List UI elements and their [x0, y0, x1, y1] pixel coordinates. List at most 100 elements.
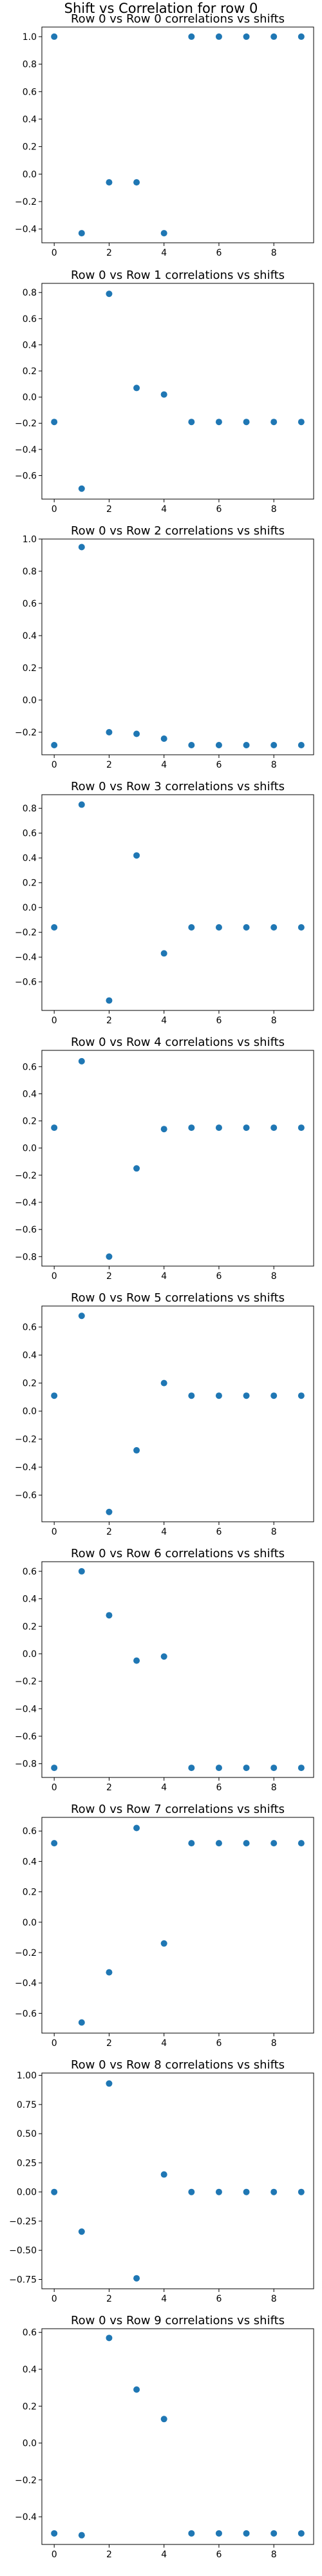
- data-point: [298, 1392, 305, 1399]
- data-point: [160, 1379, 167, 1387]
- data-point: [106, 1508, 113, 1515]
- data-point: [106, 1612, 113, 1619]
- data-point: [243, 419, 250, 426]
- subplot-title: Row 0 vs Row 1 correlations vs shifts: [71, 269, 285, 282]
- axes-frame: [41, 794, 314, 1011]
- y-tick-label: −0.2: [15, 1171, 37, 1181]
- y-tick-label: −0.2: [15, 1677, 37, 1687]
- x-tick-label: 0: [52, 2550, 57, 2560]
- data-point: [298, 2530, 305, 2537]
- x-tick-label: 4: [161, 1527, 167, 1537]
- y-tick-label: −0.4: [15, 1978, 37, 1989]
- x-tick-label: 2: [106, 248, 112, 258]
- data-point: [78, 485, 85, 492]
- y-tick-label: 1.00: [17, 2071, 37, 2081]
- y-tick-label: 0.75: [17, 2100, 37, 2110]
- y-tick-label: 0.6: [23, 599, 37, 609]
- y-tick-label: 0.6: [23, 1826, 37, 1837]
- data-point: [133, 1447, 140, 1454]
- y-tick-label: −0.4: [15, 2512, 37, 2523]
- x-tick-label: 2: [106, 1271, 112, 1282]
- data-point: [51, 1124, 58, 1132]
- data-point: [160, 1940, 167, 1947]
- data-point: [243, 1840, 250, 1847]
- axes-frame: [41, 26, 314, 243]
- data-point: [133, 1657, 140, 1664]
- x-tick-label: 0: [52, 2038, 57, 2049]
- y-tick-label: 0.4: [23, 1595, 37, 1605]
- y-tick-label: −0.50: [9, 2246, 37, 2256]
- y-tick-label: 0.6: [23, 1062, 37, 1072]
- data-point: [106, 1969, 113, 1976]
- y-tick-label: −0.4: [15, 952, 37, 963]
- x-tick-label: 4: [161, 760, 167, 770]
- data-point: [160, 735, 167, 742]
- data-point: [78, 2228, 85, 2235]
- x-tick-label: 4: [161, 248, 167, 258]
- subplot-0: Row 0 vs Row 0 correlations vs shifts −0.…: [15, 12, 314, 258]
- y-tick-label: 0.4: [23, 853, 37, 864]
- data-point: [160, 230, 167, 237]
- data-point: [188, 2188, 195, 2195]
- subplot-title: Row 0 vs Row 3 correlations vs shifts: [71, 780, 285, 793]
- data-point: [106, 179, 113, 186]
- x-tick-label: 8: [271, 2550, 277, 2560]
- y-tick-label: −0.4: [15, 1704, 37, 1714]
- data-point: [298, 2188, 305, 2195]
- data-point: [133, 384, 140, 392]
- x-tick-label: 6: [216, 2294, 222, 2304]
- y-tick-label: 0.0: [23, 1918, 37, 1928]
- y-tick-label: 0.2: [23, 663, 37, 674]
- data-point: [51, 742, 58, 748]
- data-point: [78, 801, 85, 808]
- data-point: [133, 852, 140, 859]
- x-tick-label: 4: [161, 504, 167, 515]
- subplot-title: Row 0 vs Row 8 correlations vs shifts: [71, 2058, 285, 2072]
- data-point: [215, 1392, 222, 1399]
- y-tick-label: 0.0: [23, 1406, 37, 1417]
- y-tick-label: 0.25: [17, 2158, 37, 2168]
- data-point: [243, 1124, 250, 1132]
- data-point: [298, 419, 305, 426]
- data-point: [298, 1765, 305, 1772]
- data-point: [51, 924, 58, 931]
- y-tick-label: −0.2: [15, 197, 37, 207]
- data-point: [133, 1165, 140, 1172]
- data-point: [133, 2275, 140, 2282]
- x-tick-label: 2: [106, 2294, 112, 2304]
- data-point: [270, 2530, 278, 2537]
- axes-frame: [41, 2072, 314, 2289]
- y-tick-label: 1.0: [23, 32, 37, 43]
- axes-frame: [41, 1561, 314, 1778]
- y-tick-label: 0.2: [23, 1888, 37, 1898]
- axes-frame: [41, 283, 314, 500]
- subplot-title: Row 0 vs Row 4 correlations vs shifts: [71, 1036, 285, 1049]
- y-tick-label: 0.8: [23, 567, 37, 577]
- y-tick-label: 0.2: [23, 142, 37, 153]
- x-tick-label: 8: [271, 1783, 277, 1793]
- subplot-8: Row 0 vs Row 8 correlations vs shifts −0.…: [9, 2058, 314, 2304]
- y-tick-label: 0.6: [23, 1567, 37, 1577]
- data-point: [188, 1765, 195, 1772]
- y-tick-label: −0.25: [9, 2217, 37, 2227]
- data-point: [270, 742, 278, 748]
- data-point: [51, 1840, 58, 1847]
- x-tick-label: 6: [216, 1527, 222, 1537]
- data-point: [51, 419, 58, 426]
- x-tick-label: 6: [216, 504, 222, 515]
- x-tick-label: 8: [271, 760, 277, 770]
- data-point: [188, 419, 195, 426]
- subplot-title: Row 0 vs Row 0 correlations vs shifts: [71, 12, 285, 26]
- data-point: [298, 924, 305, 931]
- data-point: [270, 1765, 278, 1772]
- y-tick-label: 0.0: [23, 393, 37, 403]
- data-point: [78, 1567, 85, 1575]
- y-tick-label: 0.6: [23, 829, 37, 839]
- x-tick-label: 2: [106, 1016, 112, 1026]
- y-tick-label: 0.4: [23, 631, 37, 641]
- y-tick-label: 0.8: [23, 288, 37, 298]
- subplot-title: Row 0 vs Row 5 correlations vs shifts: [71, 1291, 285, 1305]
- data-point: [160, 2416, 167, 2423]
- data-point: [160, 1126, 167, 1133]
- data-point: [160, 391, 167, 398]
